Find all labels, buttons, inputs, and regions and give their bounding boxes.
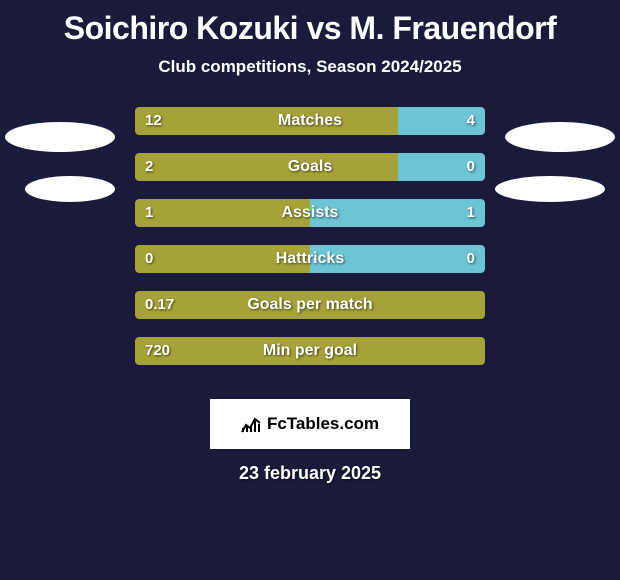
subtitle: Club competitions, Season 2024/2025: [0, 57, 620, 77]
branding-badge: FcTables.com: [210, 399, 410, 449]
bar-segment-right: [310, 245, 485, 273]
stat-bar-row: 720Min per goal: [135, 337, 485, 365]
avatar-ellipse: [505, 122, 615, 152]
stat-bar-row: 20Goals: [135, 153, 485, 181]
stat-bar-row: 00Hattricks: [135, 245, 485, 273]
bar-segment-left: [135, 153, 398, 181]
bar-segment-right: [398, 153, 486, 181]
stat-bars: 124Matches 20Goals 11Assists 00Hattricks 0.1…: [135, 107, 485, 383]
chart-icon: [241, 415, 261, 433]
bar-segment-left: [135, 291, 485, 319]
bar-segment-left: [135, 199, 310, 227]
bar-segment-right: [398, 107, 486, 135]
avatar-ellipse: [495, 176, 605, 202]
avatar-ellipse: [5, 122, 115, 152]
bar-segment-left: [135, 245, 310, 273]
bar-segment-right: [310, 199, 485, 227]
bar-segment-left: [135, 337, 485, 365]
date-label: 23 february 2025: [0, 463, 620, 484]
bar-segment-left: [135, 107, 398, 135]
stat-bar-row: 0.17Goals per match: [135, 291, 485, 319]
stat-bar-row: 124Matches: [135, 107, 485, 135]
avatar-ellipse: [25, 176, 115, 202]
stat-bar-row: 11Assists: [135, 199, 485, 227]
page-title: Soichiro Kozuki vs M. Frauendorf: [0, 0, 620, 47]
branding-text: FcTables.com: [267, 414, 379, 434]
